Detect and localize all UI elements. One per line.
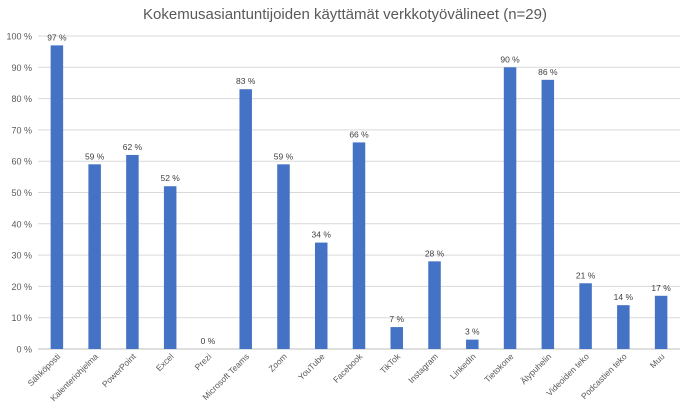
data-label: 34 % [312,230,332,240]
x-tick-label: Prezi [193,351,214,372]
bar [239,89,252,350]
data-label: 66 % [349,129,369,139]
x-tick-label: LinkedIn [448,351,478,381]
data-label: 0 % [201,336,216,346]
bar [503,67,517,350]
bar [541,79,555,349]
data-label: 21 % [576,270,596,280]
y-tick-label: 10 % [11,313,32,323]
y-tick-label: 40 % [11,219,32,229]
data-label: 90 % [500,54,520,64]
x-tick-label: Muu [648,351,667,370]
x-tick-label: PowerPoint [100,351,138,389]
data-label: 17 % [651,283,671,293]
y-tick-label: 30 % [11,251,32,261]
bar [390,327,404,349]
bar [126,154,139,349]
bar [579,283,592,349]
chart-title: Kokemusasiantuntijoiden käyttämät verkko… [143,6,547,23]
bar [654,295,668,349]
data-label: 59 % [85,151,105,161]
data-label: 83 % [236,76,256,86]
data-label: 7 % [389,314,404,324]
data-label: 62 % [123,142,143,152]
bar [163,186,177,349]
y-tick-label: 20 % [11,282,32,292]
data-label: 52 % [160,173,180,183]
x-tick-label: Älypuhelin [518,351,553,386]
bar [466,339,479,349]
data-label: 14 % [614,292,634,302]
x-tick-label: Instagram [406,351,440,385]
data-label: 3 % [465,327,480,337]
x-tick-label: Tietokone [482,351,515,384]
bar [352,142,366,349]
y-tick-label: 80 % [11,94,32,104]
y-tick-label: 60 % [11,157,32,167]
y-tick-label: 90 % [11,63,32,73]
bar [314,242,328,349]
x-tick-label: Sähköposti [25,351,62,388]
x-tick-label: Facebook [331,351,365,385]
data-label: 86 % [538,67,558,77]
x-tick-label: Zoom [266,351,288,373]
bar [428,261,441,349]
bar [617,305,630,349]
y-tick-label: 100 % [6,32,32,42]
x-tick-label: YouTube [296,351,327,382]
bar [50,45,64,349]
bar [277,164,290,349]
bar [88,164,101,349]
data-label: 59 % [274,151,294,161]
y-tick-label: 50 % [11,188,32,198]
y-tick-label: 0 % [16,345,32,355]
x-tick-label: Excel [154,351,176,373]
x-tick-label: TikTok [378,351,403,376]
data-label: 28 % [425,248,445,258]
data-label: 97 % [47,32,67,42]
y-tick-label: 70 % [11,125,32,135]
